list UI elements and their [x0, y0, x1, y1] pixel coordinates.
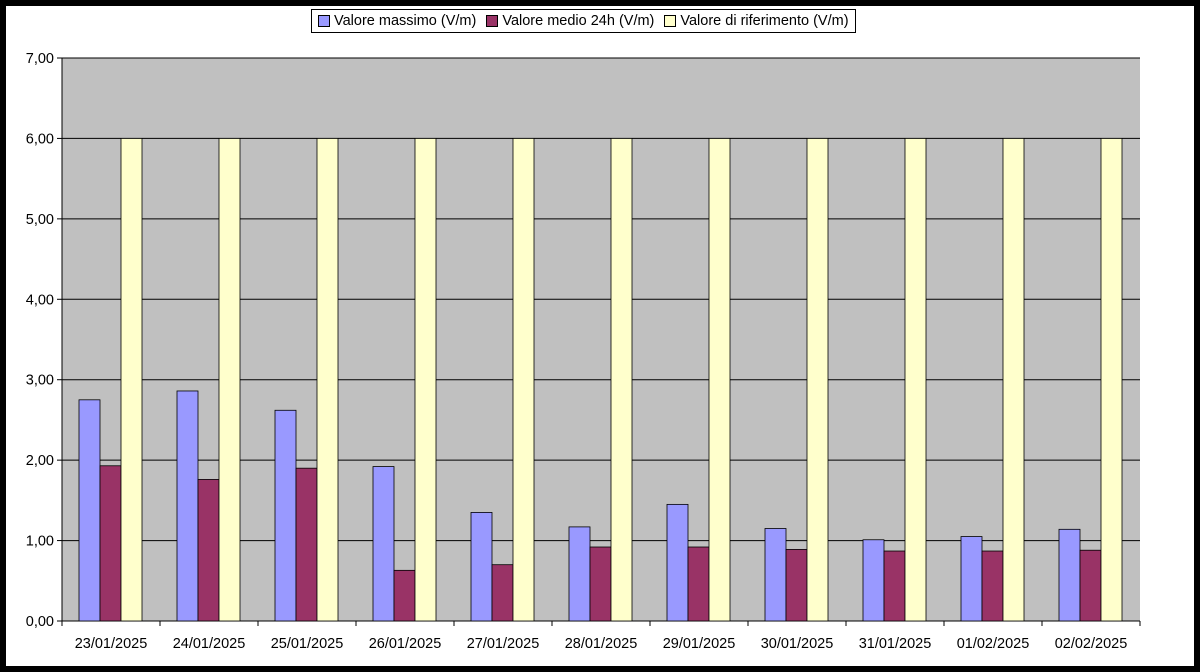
bar: [1100, 138, 1123, 622]
legend-item-avg: Valore medio 24h (V/m): [486, 13, 654, 29]
plot-area: [62, 58, 1140, 621]
y-tick-label: 1,00: [26, 534, 54, 550]
bar: [120, 138, 143, 622]
bar: [589, 546, 612, 622]
legend-label-ref: Valore di riferimento (V/m): [680, 13, 849, 29]
legend-swatch-max: [318, 15, 330, 27]
bar: [393, 569, 416, 622]
legend-label-max: Valore massimo (V/m): [334, 13, 477, 29]
chart-frame: 0,00 1,00 2,00 3,00 4,00 5,00 6,00 7,00 23/01/20…: [6, 6, 1194, 666]
x-tick-label: 27/01/2025: [467, 636, 540, 652]
legend-label-avg: Valore medio 24h (V/m): [502, 13, 655, 29]
x-tick-label: 24/01/2025: [173, 636, 246, 652]
bar: [414, 138, 437, 622]
bar: [491, 564, 514, 622]
bar: [862, 539, 885, 622]
bar: [1058, 528, 1081, 622]
bar: [176, 390, 199, 622]
bar: [568, 526, 591, 622]
x-tick-label: 30/01/2025: [761, 636, 834, 652]
bar: [512, 138, 535, 622]
bar-chart: 0,00 1,00 2,00 3,00 4,00 5,00 6,00 7,00 23/01/20…: [26, 51, 1141, 652]
bar: [316, 138, 339, 622]
bar: [274, 409, 297, 622]
legend-item-ref: Valore di riferimento (V/m): [664, 13, 849, 29]
x-tick-label: 23/01/2025: [75, 636, 148, 652]
bar: [981, 550, 1004, 622]
bar: [1002, 138, 1025, 622]
bar: [666, 503, 689, 622]
x-tick-label: 31/01/2025: [859, 636, 932, 652]
bar: [785, 549, 808, 622]
legend-swatch-ref: [664, 15, 677, 27]
x-tick-label: 26/01/2025: [369, 636, 442, 652]
y-tick-label: 6,00: [26, 131, 54, 147]
x-tick-label: 28/01/2025: [565, 636, 638, 652]
bar: [78, 399, 101, 622]
bar: [708, 138, 731, 622]
bar: [687, 546, 710, 622]
bar: [295, 467, 318, 622]
x-tick-label: 01/02/2025: [957, 636, 1030, 652]
legend-swatch-avg: [486, 15, 499, 27]
y-tick-label: 0,00: [26, 614, 54, 630]
bar: [960, 536, 983, 622]
y-tick-label: 4,00: [26, 292, 54, 308]
bar: [197, 479, 220, 622]
bar: [904, 138, 927, 622]
bar: [610, 138, 633, 622]
y-tick-label: 2,00: [26, 453, 54, 469]
bar: [883, 550, 906, 622]
legend-item-max: Valore massimo (V/m): [318, 13, 476, 29]
bar: [99, 465, 122, 622]
x-tick-label: 02/02/2025: [1055, 636, 1128, 652]
x-tick-label: 25/01/2025: [271, 636, 344, 652]
bar: [1079, 549, 1102, 622]
chart-legend: Valore massimo (V/m) Valore medio 24h (V…: [311, 9, 856, 33]
bar: [764, 528, 787, 622]
bar: [806, 138, 829, 622]
bar: [218, 138, 241, 622]
y-tick-label: 3,00: [26, 373, 54, 389]
y-tick-label: 7,00: [26, 51, 54, 67]
bar: [372, 466, 395, 622]
x-tick-label: 29/01/2025: [663, 636, 736, 652]
y-tick-label: 5,00: [26, 212, 54, 228]
bar: [470, 512, 493, 622]
